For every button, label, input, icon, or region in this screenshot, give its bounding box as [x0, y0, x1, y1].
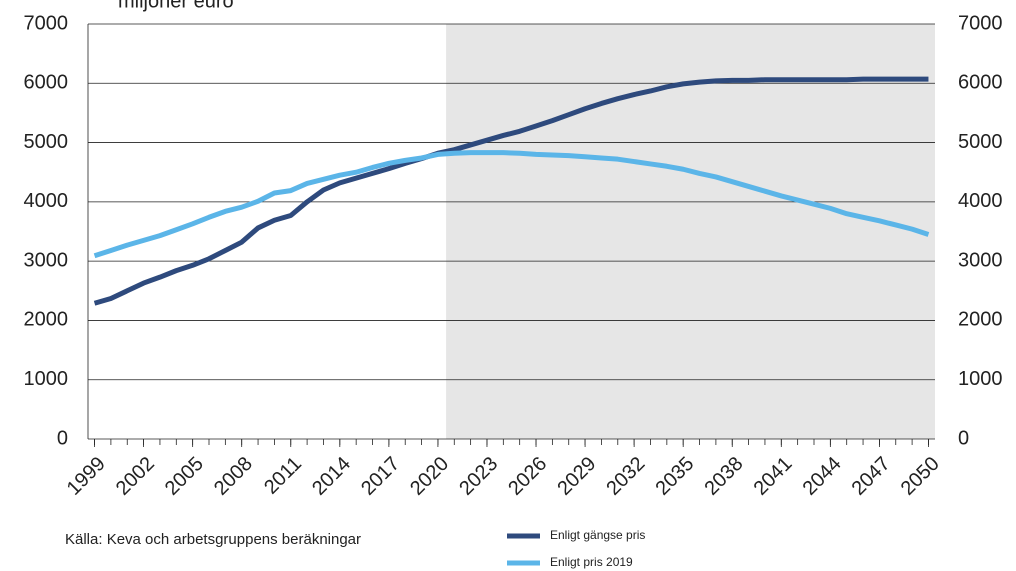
y-tick-label: 3000 [24, 249, 69, 271]
y2-tick-label: 3000 [958, 249, 1003, 271]
y-tick-label: 5000 [24, 131, 69, 153]
x-tick-label: 2038 [700, 453, 747, 500]
x-tick-label: 2044 [799, 453, 846, 500]
y2-tick-label: 6000 [958, 72, 1003, 94]
x-tick-label: 2017 [357, 453, 404, 500]
x-tick-label: 1999 [63, 453, 110, 500]
x-tick-label: 2020 [406, 453, 453, 500]
y-tick-label: 7000 [24, 12, 69, 34]
x-tick-label: 2050 [897, 453, 944, 500]
y2-tick-label: 0 [958, 427, 969, 449]
y-tick-label: 0 [57, 427, 68, 449]
x-tick-label: 2014 [308, 453, 355, 500]
y2-tick-label: 4000 [958, 190, 1003, 212]
y-tick-label: 1000 [24, 368, 69, 390]
x-tick-label: 2023 [455, 453, 502, 500]
data-line [93, 150, 930, 259]
y2-tick-label: 2000 [958, 309, 1003, 331]
x-tick-label: 2029 [553, 453, 600, 500]
x-tick-label: 2002 [112, 453, 159, 500]
x-tick-label: 2005 [161, 453, 208, 500]
y2-tick-label: 1000 [958, 368, 1003, 390]
x-tick-label: 2035 [651, 453, 698, 500]
legend-label: Enligt pris 2019 [550, 555, 633, 569]
y2-tick-label: 7000 [958, 12, 1003, 34]
x-tick-label: 2008 [210, 453, 257, 500]
y-tick-label: 2000 [24, 309, 69, 331]
x-tick-label: 2011 [260, 453, 306, 499]
x-tick-label: 2032 [602, 453, 649, 500]
forecast-shade [446, 24, 935, 439]
chart-title: miljoner euro [118, 0, 234, 12]
y2-tick-label: 5000 [958, 131, 1003, 153]
x-tick-label: 2047 [848, 453, 895, 500]
y-tick-label: 4000 [24, 190, 69, 212]
x-tick-label: 2026 [504, 453, 551, 500]
y-tick-label: 6000 [24, 72, 69, 94]
legend-label: Enligt gängse pris [550, 528, 645, 542]
data-line [93, 76, 929, 306]
x-tick-label: 2041 [750, 453, 797, 500]
source-note: Källa: Keva och arbetsgruppens beräkning… [65, 531, 361, 548]
